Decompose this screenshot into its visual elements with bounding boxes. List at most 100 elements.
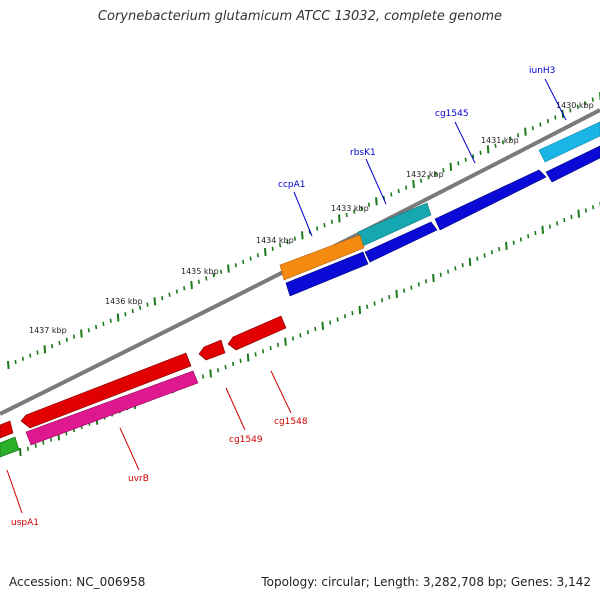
inner-tick [577, 209, 580, 218]
scale-label-1435: 1435 kbp [181, 267, 219, 276]
inner-tick [224, 364, 227, 370]
outer-tick [279, 243, 282, 248]
outer-tick [501, 140, 505, 145]
inner-tick [358, 305, 362, 314]
gene-cg1549[interactable] [198, 339, 226, 361]
outer-tick [175, 289, 178, 294]
outer-tick [286, 239, 289, 245]
outer-tick [7, 360, 10, 370]
inner-tick [432, 273, 435, 283]
outer-tick [249, 256, 252, 261]
inner-tick [42, 440, 45, 445]
outer-tick [190, 280, 193, 290]
gene-uvrB[interactable] [25, 370, 199, 446]
outer-tick [242, 259, 245, 265]
outer-tick [412, 180, 415, 189]
outer-tick [509, 136, 512, 141]
inner-tick [388, 294, 391, 300]
inner-tick [232, 361, 235, 367]
scale-labels: 1430 kbp 1431 kbp 1432 kbp 1433 kbp 1434… [29, 101, 594, 335]
outer-tick [131, 308, 134, 314]
inner-tick [254, 352, 257, 357]
outer-tick [390, 192, 393, 197]
outer-tick [212, 273, 215, 278]
outer-tick [87, 328, 90, 333]
label-cg1548[interactable]: cg1548 [274, 417, 308, 427]
outer-tick [51, 343, 54, 349]
gene-unlabeled-blue-mid[interactable] [364, 221, 438, 263]
outer-tick [29, 353, 32, 358]
gene-unlabeled-blue-left[interactable] [285, 251, 369, 297]
inner-tick [49, 437, 53, 442]
outer-tick [539, 122, 542, 127]
outer-tick [375, 197, 378, 206]
gene-ccpA1[interactable] [279, 234, 365, 281]
scale-label-1430: 1430 kbp [556, 101, 594, 110]
scale-label-1436: 1436 kbp [105, 297, 143, 306]
label-rbsK1[interactable]: rbsK1 [350, 148, 376, 158]
callout-ccpA1 [293, 191, 313, 237]
inner-tick [403, 288, 406, 293]
gene-cg1545[interactable] [434, 169, 547, 231]
scale-label-1433: 1433 kbp [331, 204, 369, 213]
outer-tick [227, 264, 230, 273]
outer-tick-ring [7, 92, 600, 370]
inner-tick [519, 237, 522, 242]
outer-tick [116, 313, 120, 322]
inner-tick [490, 250, 493, 255]
inner-tick [329, 320, 332, 325]
inner-tick [373, 301, 376, 306]
gene-uspA1[interactable] [0, 436, 20, 458]
outer-tick [472, 154, 475, 159]
gene-iunH3[interactable] [538, 121, 600, 163]
outer-tick [434, 171, 437, 176]
outer-tick [197, 279, 200, 284]
inner-tick [410, 285, 413, 290]
inner-tick [439, 272, 442, 277]
inner-tick [34, 443, 37, 448]
scale-label-1431: 1431 kbp [481, 136, 519, 145]
gene-labels: iunH3 cg1545 rbsK1 ccpA1 cg1548 cg1549 u… [11, 66, 555, 528]
label-cg1545[interactable]: cg1545 [435, 109, 469, 119]
inner-tick [541, 225, 544, 234]
label-ccpA1[interactable]: ccpA1 [278, 180, 306, 190]
scale-label-1432: 1432 kbp [406, 170, 444, 179]
outer-tick [36, 350, 39, 355]
gene-unlabeled-blue-right[interactable] [545, 145, 600, 183]
gene-unlabeled-red-long[interactable] [20, 352, 192, 429]
inner-tick [483, 253, 486, 258]
callout-uspA1 [6, 469, 23, 514]
outer-tick [524, 127, 527, 136]
outer-tick [457, 161, 460, 166]
gene-cg1548[interactable] [227, 315, 287, 351]
inner-tick [556, 221, 559, 226]
outer-tick [146, 302, 149, 307]
outer-tick [397, 188, 400, 194]
outer-tick [264, 247, 267, 257]
inner-tick [299, 333, 302, 338]
outer-tick [183, 286, 186, 291]
inner-tick [269, 345, 272, 351]
inner-tick [217, 368, 220, 373]
label-uspA1[interactable]: uspA1 [11, 518, 39, 528]
inner-tick [563, 217, 566, 223]
topology-summary: Topology: circular; Length: 3,282,708 bp… [261, 575, 591, 589]
outer-tick [234, 263, 237, 268]
inner-tick [201, 374, 205, 379]
inner-tick [534, 230, 537, 236]
gene-unlabeled-red-edge[interactable] [0, 420, 14, 439]
label-iunH3[interactable]: iunH3 [529, 66, 555, 76]
outer-tick [591, 97, 594, 102]
outer-tick [427, 175, 430, 180]
inner-tick [417, 282, 420, 287]
outer-tick [65, 337, 68, 342]
label-uvrB[interactable]: uvrB [128, 474, 149, 484]
outer-tick [109, 318, 112, 323]
label-cg1549[interactable]: cg1549 [229, 435, 263, 445]
inner-tick [306, 330, 309, 335]
inner-tick [527, 234, 530, 239]
inner-tick [395, 289, 398, 298]
inner-tick [262, 349, 265, 354]
outer-tick [449, 162, 453, 171]
